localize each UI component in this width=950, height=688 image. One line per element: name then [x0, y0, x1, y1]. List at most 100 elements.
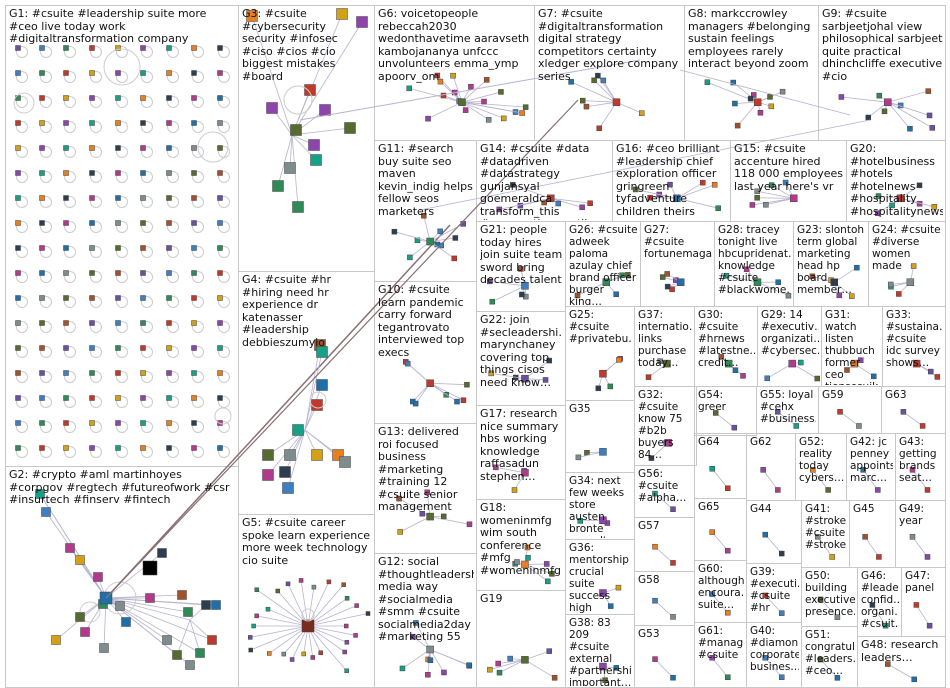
graph-node[interactable] — [496, 206, 502, 213]
graph-node[interactable] — [616, 357, 622, 363]
graph-node[interactable] — [645, 374, 652, 380]
graph-node[interactable] — [652, 597, 658, 604]
graph-node[interactable] — [521, 282, 529, 290]
graph-node[interactable] — [177, 590, 187, 600]
graph-node[interactable] — [519, 291, 525, 298]
graph-node[interactable] — [860, 467, 866, 473]
graph-node[interactable] — [39, 270, 45, 276]
graph-node[interactable] — [140, 145, 146, 151]
graph-node[interactable] — [191, 70, 197, 76]
graph-node[interactable] — [850, 359, 859, 368]
graph-node[interactable] — [39, 245, 45, 251]
graph-node[interactable] — [217, 220, 223, 226]
graph-node[interactable] — [555, 200, 562, 207]
graph-node[interactable] — [498, 89, 504, 95]
graph-node[interactable] — [397, 529, 403, 535]
graph-node[interactable] — [514, 559, 520, 565]
graph-node[interactable] — [89, 395, 95, 401]
graph-node[interactable] — [89, 120, 95, 126]
graph-node[interactable] — [99, 643, 109, 653]
graph-node[interactable] — [928, 368, 934, 375]
graph-node[interactable] — [115, 601, 125, 611]
graph-node[interactable] — [896, 291, 902, 297]
graph-node[interactable] — [599, 589, 607, 597]
graph-node[interactable] — [464, 381, 470, 388]
graph-node[interactable] — [89, 445, 95, 451]
graph-node[interactable] — [521, 468, 529, 477]
graph-node[interactable] — [39, 45, 45, 51]
graph-node[interactable] — [602, 677, 608, 683]
graph-node[interactable] — [725, 485, 731, 491]
graph-node[interactable] — [426, 379, 434, 387]
graph-node[interactable] — [865, 114, 872, 121]
graph-node[interactable] — [63, 395, 69, 401]
graph-node[interactable] — [659, 274, 666, 280]
graph-node[interactable] — [89, 195, 95, 201]
graph-node[interactable] — [545, 578, 551, 585]
graph-node[interactable] — [157, 548, 167, 558]
graph-node[interactable] — [725, 547, 731, 554]
graph-node[interactable] — [284, 449, 296, 461]
graph-node[interactable] — [39, 345, 45, 351]
graph-node[interactable] — [591, 77, 597, 84]
graph-node[interactable] — [89, 320, 95, 326]
graph-node[interactable] — [191, 220, 197, 226]
graph-node[interactable] — [166, 420, 172, 426]
graph-node[interactable] — [421, 213, 427, 219]
graph-node[interactable] — [39, 220, 45, 226]
graph-node[interactable] — [140, 345, 146, 351]
graph-node[interactable] — [426, 645, 434, 654]
graph-node[interactable] — [191, 45, 197, 51]
graph-node[interactable] — [425, 671, 431, 678]
graph-node[interactable] — [140, 270, 146, 276]
graph-node[interactable] — [670, 614, 676, 620]
graph-node[interactable] — [493, 464, 499, 471]
graph-node[interactable] — [599, 448, 607, 456]
graph-node[interactable] — [246, 10, 258, 22]
graph-node[interactable] — [63, 45, 69, 51]
graph-node[interactable] — [663, 359, 671, 368]
graph-node[interactable] — [632, 186, 639, 193]
graph-node[interactable] — [354, 603, 359, 608]
graph-node[interactable] — [906, 278, 915, 286]
graph-node[interactable] — [810, 467, 816, 473]
graph-node[interactable] — [89, 45, 95, 51]
graph-node[interactable] — [664, 283, 671, 290]
graph-node[interactable] — [460, 221, 466, 227]
graph-node[interactable] — [166, 145, 172, 151]
graph-node[interactable] — [500, 115, 507, 122]
graph-node[interactable] — [434, 72, 441, 79]
graph-node[interactable] — [775, 487, 781, 493]
graph-node[interactable] — [191, 370, 197, 376]
graph-node[interactable] — [652, 490, 658, 497]
graph-node[interactable] — [145, 593, 155, 603]
graph-node[interactable] — [700, 179, 706, 186]
graph-node[interactable] — [15, 45, 21, 51]
graph-node[interactable] — [115, 245, 121, 251]
graph-node[interactable] — [285, 581, 291, 587]
graph-node[interactable] — [440, 92, 447, 99]
graph-node[interactable] — [519, 110, 525, 116]
graph-node[interactable] — [191, 445, 197, 451]
graph-node[interactable] — [292, 424, 304, 436]
graph-node[interactable] — [217, 70, 223, 76]
graph-node[interactable] — [115, 195, 121, 201]
graph-node[interactable] — [779, 88, 786, 95]
graph-node[interactable] — [767, 94, 773, 100]
graph-node[interactable] — [724, 359, 733, 368]
graph-node[interactable] — [115, 95, 121, 101]
graph-node[interactable] — [419, 510, 425, 517]
graph-node[interactable] — [638, 110, 645, 116]
graph-node[interactable] — [670, 506, 676, 512]
graph-node[interactable] — [191, 295, 197, 301]
graph-node[interactable] — [166, 345, 172, 351]
graph-node[interactable] — [140, 295, 146, 301]
graph-node[interactable] — [775, 279, 781, 285]
graph-node[interactable] — [311, 584, 317, 590]
graph-node[interactable] — [723, 272, 730, 279]
graph-node[interactable] — [191, 345, 197, 351]
graph-node[interactable] — [549, 571, 555, 577]
graph-node[interactable] — [89, 270, 95, 276]
graph-node[interactable] — [763, 201, 769, 208]
graph-node[interactable] — [191, 145, 197, 151]
